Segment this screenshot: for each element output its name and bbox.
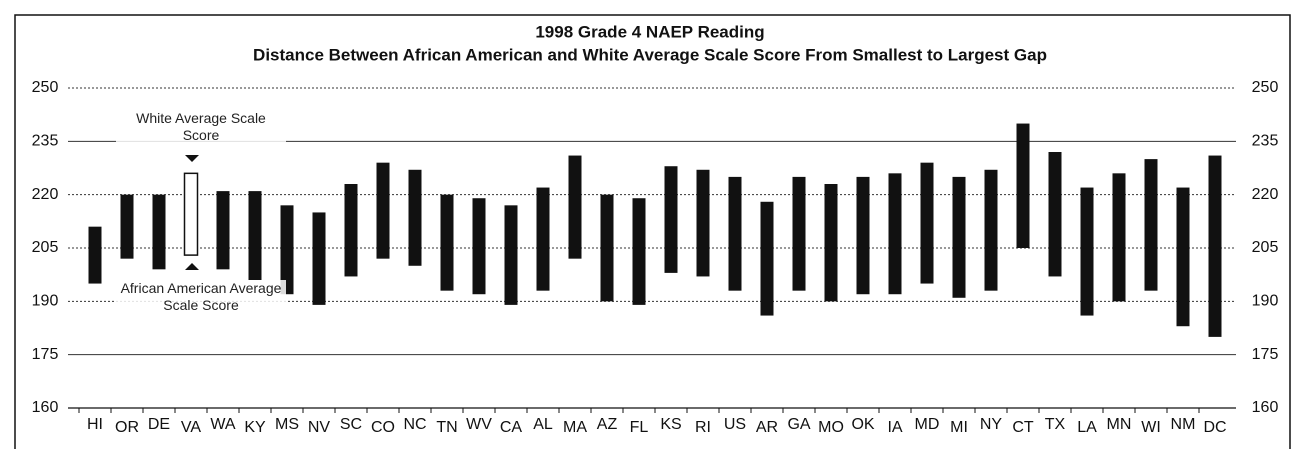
range-bar (88, 226, 102, 284)
x-tick-label: NY (980, 416, 1003, 433)
y2-tick-label: 220 (1252, 186, 1279, 203)
y-tick-label: 235 (32, 133, 59, 150)
annotation-white: White Average Scale Score (116, 110, 286, 144)
range-bar (120, 194, 134, 259)
x-tick-label: AR (756, 419, 778, 436)
x-tick-label: IA (887, 419, 902, 436)
x-tick-label: DE (148, 416, 170, 433)
y-tick-label: 220 (32, 186, 59, 203)
y2-tick-label: 175 (1252, 346, 1279, 363)
range-bar (728, 176, 742, 291)
x-tick-label: CA (500, 419, 523, 436)
range-bar (856, 176, 870, 295)
x-tick-label: WV (466, 416, 492, 433)
x-tick-label: FL (630, 419, 649, 436)
range-bar (1080, 187, 1094, 316)
range-bar (504, 205, 518, 305)
frame (14, 14, 1291, 449)
range-bar (664, 166, 678, 273)
range-bar (760, 201, 774, 316)
x-tick-label: SC (340, 416, 362, 433)
x-tick-label: RI (695, 419, 711, 436)
x-tick-label: MN (1107, 416, 1132, 433)
y-tick-label: 205 (32, 239, 59, 256)
y2-tick-label: 190 (1252, 293, 1279, 310)
x-tick-label: NM (1171, 416, 1196, 433)
chart-subtitle: Distance Between African American and Wh… (253, 45, 1047, 64)
x-tick-label: NV (308, 419, 331, 436)
range-bar (1016, 123, 1030, 248)
y-tick-label: 175 (32, 346, 59, 363)
x-tick-label: NC (403, 416, 426, 433)
range-bar (152, 194, 166, 270)
x-tick-label: MD (915, 416, 940, 433)
x-tick-label: OK (851, 416, 874, 433)
x-tick-label: TX (1045, 416, 1066, 433)
range-bar (248, 191, 262, 280)
y2-tick-label: 205 (1252, 239, 1279, 256)
x-tick-label: AL (533, 416, 553, 433)
arrow-down (185, 155, 199, 162)
x-tick-label: VA (181, 419, 201, 436)
range-bar (536, 187, 550, 291)
x-tick-label: MO (818, 419, 844, 436)
y-tick-label: 190 (32, 293, 59, 310)
range-bar (824, 184, 838, 302)
x-tick-label: GA (787, 416, 810, 433)
range-bar (952, 176, 966, 298)
x-tick-label: MI (950, 419, 968, 436)
range-bar (888, 173, 902, 295)
x-tick-label: WA (210, 416, 236, 433)
range-bar (183, 172, 199, 256)
x-tick-label: KS (660, 416, 681, 433)
annotation-african-american: African American Average Scale Score (116, 280, 286, 314)
x-tick-label: MA (563, 419, 587, 436)
y2-tick-label: 160 (1252, 399, 1279, 416)
arrow-up (185, 263, 199, 270)
y-tick-label: 250 (32, 79, 59, 96)
range-bar (344, 184, 358, 277)
chart-title: 1998 Grade 4 NAEP Reading (535, 22, 764, 41)
range-bar (1112, 173, 1126, 302)
x-tick-label: WI (1141, 419, 1161, 436)
range-bar (376, 162, 390, 259)
range-bar (440, 194, 454, 291)
y-tick-label: 160 (32, 399, 59, 416)
y2-tick-label: 250 (1252, 79, 1279, 96)
x-tick-label: US (724, 416, 746, 433)
x-tick-label: HI (87, 416, 103, 433)
x-tick-label: KY (244, 419, 266, 436)
range-bar (312, 212, 326, 305)
x-tick-label: MS (275, 416, 299, 433)
range-bar (568, 155, 582, 259)
x-tick-label: CT (1012, 419, 1034, 436)
x-tick-label: AZ (597, 416, 618, 433)
x-tick-label: CO (371, 419, 395, 436)
range-bar (696, 169, 710, 277)
range-bar (920, 162, 934, 284)
range-bar (632, 198, 646, 305)
range-bar (408, 169, 422, 266)
range-bar (472, 198, 486, 295)
range-bar (1176, 187, 1190, 327)
range-bar (984, 169, 998, 291)
range-bar (792, 176, 806, 291)
range-bar (600, 194, 614, 302)
x-tick-label: TN (436, 419, 457, 436)
range-bar (1144, 159, 1158, 291)
x-tick-label: DC (1203, 419, 1226, 436)
range-bar (1048, 152, 1062, 277)
x-tick-label: LA (1077, 419, 1097, 436)
range-bar (216, 191, 230, 270)
y2-tick-label: 235 (1252, 133, 1279, 150)
range-bar (1208, 155, 1222, 337)
range-bar (280, 205, 294, 295)
x-tick-label: OR (115, 419, 139, 436)
